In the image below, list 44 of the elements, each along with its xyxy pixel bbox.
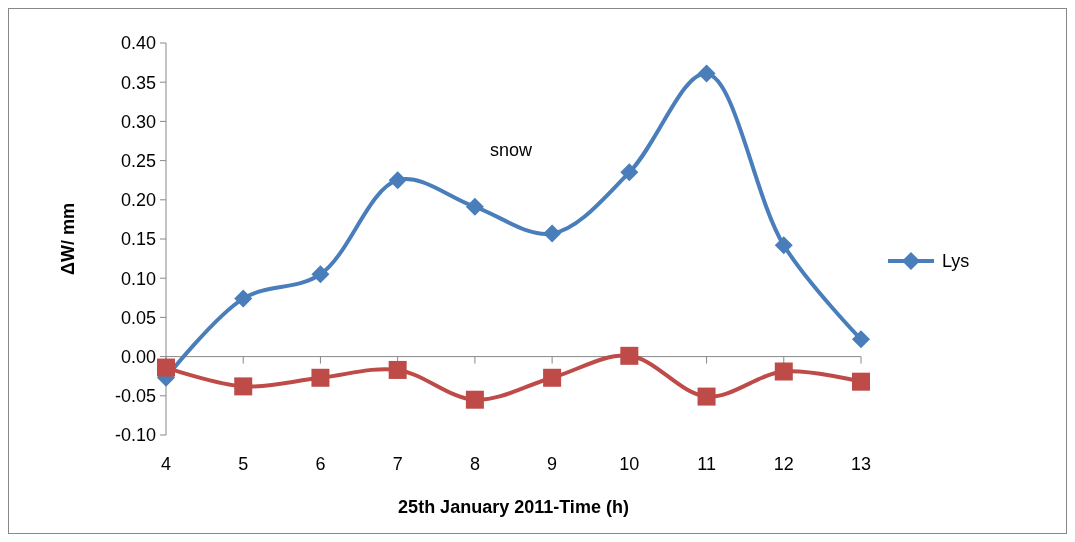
point — [157, 358, 175, 377]
x-tick-label: 8 — [469, 454, 480, 474]
annotation: snow — [489, 140, 534, 160]
x-tick-label: 5 — [238, 454, 249, 474]
point — [465, 197, 484, 216]
point — [234, 377, 253, 396]
y-axis-title: ΔW/ mm — [58, 203, 78, 275]
y-tick-label: 0.20 — [120, 190, 156, 211]
point — [774, 362, 793, 381]
x-tick-label: 6 — [315, 454, 326, 474]
point — [543, 368, 562, 387]
point — [852, 372, 870, 391]
y-tick-label: 0.30 — [120, 111, 156, 132]
y-tick-label: 0.25 — [120, 150, 156, 171]
point — [465, 390, 484, 409]
x-tick-label: 10 — [619, 454, 640, 474]
point — [234, 289, 253, 308]
point — [311, 265, 330, 284]
y-tick-label: 0.05 — [120, 307, 156, 328]
point — [620, 346, 639, 365]
x-tick-label: 7 — [392, 454, 403, 474]
point — [388, 360, 407, 379]
x-tick-label: 11 — [697, 454, 716, 474]
x-tick-label: 12 — [773, 454, 794, 474]
point — [388, 171, 407, 190]
x-tick-label: 4 — [160, 454, 172, 474]
point — [852, 330, 870, 349]
y-tick-label: -0.10 — [114, 425, 156, 446]
x-axis-title: 25th January 2011-Time (h) — [398, 497, 629, 517]
y-tick-label: 0.35 — [120, 72, 156, 93]
point — [697, 387, 716, 406]
point — [543, 224, 562, 243]
y-tick-label: 0.40 — [120, 33, 156, 54]
y-tick-label: 0.00 — [120, 346, 156, 367]
y-tick-label: -0.05 — [114, 386, 156, 407]
y-tick-label: 0.15 — [120, 229, 156, 250]
legend-label: Lys — [942, 251, 970, 272]
point — [697, 64, 716, 83]
x-tick-label: 9 — [547, 454, 558, 474]
point — [620, 163, 639, 182]
point — [774, 236, 793, 255]
point — [311, 368, 330, 387]
y-tick-label: 0.10 — [120, 268, 156, 289]
x-tick-label: 13 — [850, 454, 872, 474]
